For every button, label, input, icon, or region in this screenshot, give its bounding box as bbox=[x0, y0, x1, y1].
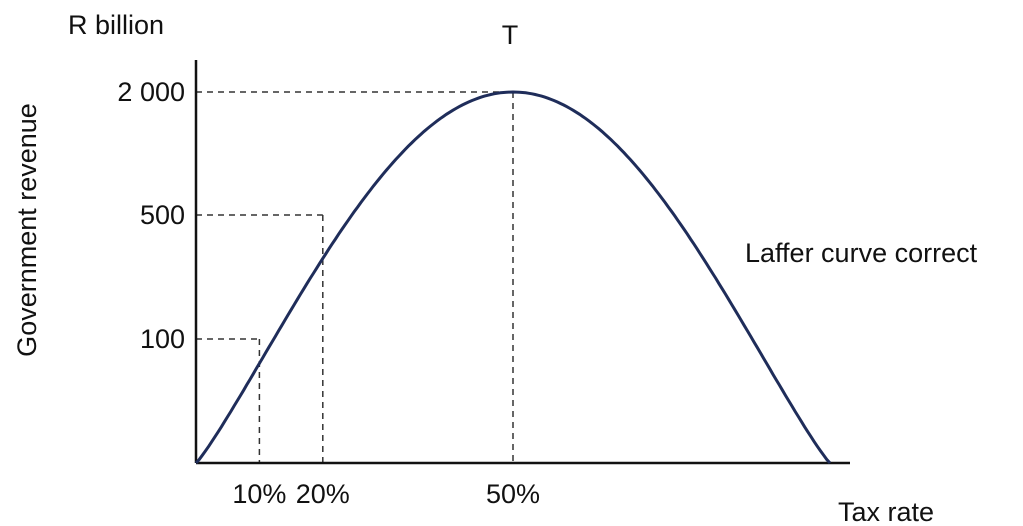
guide-lines bbox=[196, 91, 514, 463]
x-tick-label: 10% bbox=[232, 479, 286, 509]
curve-annotation: Laffer curve correct bbox=[745, 238, 978, 268]
tick-labels: 10% 100 20% 500 50% 2 000 bbox=[117, 77, 540, 509]
x-axis-title: Tax rate bbox=[838, 497, 934, 526]
y-tick-label: 100 bbox=[140, 324, 185, 354]
y-axis-title: Government revenue bbox=[12, 103, 42, 357]
x-tick-label: 20% bbox=[296, 479, 350, 509]
y-tick-label: 2 000 bbox=[117, 77, 185, 107]
peak-label: T bbox=[502, 20, 519, 50]
y-unit-label: R billion bbox=[68, 10, 164, 40]
x-tick-label: 50% bbox=[486, 479, 540, 509]
laffer-curve-series bbox=[194, 90, 832, 465]
y-tick-label: 500 bbox=[140, 200, 185, 230]
